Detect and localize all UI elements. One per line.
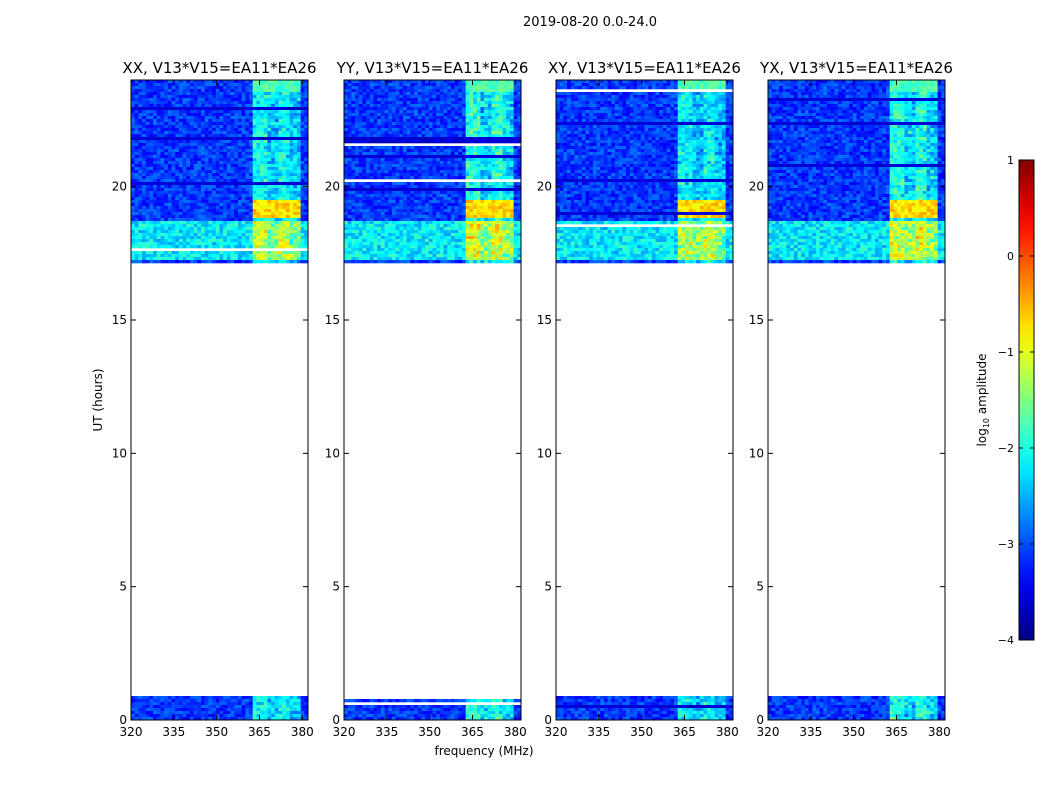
panel-2-heatmap	[556, 80, 733, 720]
panel-0: XX, V13*V15=EA11*EA26 320 335 350 365 380 0 5 10…	[112, 59, 317, 739]
panel-0-y-tick-label: 10	[112, 446, 127, 460]
colorbar-label-main: log	[975, 428, 989, 446]
panel-0-x-tick-label: 380	[291, 725, 314, 739]
panel-2-y-tick-label: 10	[537, 446, 552, 460]
panel-0-y-tick-label: 15	[112, 313, 127, 327]
panels-group: XX, V13*V15=EA11*EA26 320 335 350 365 380 0 5 10…	[112, 59, 953, 739]
panel-1-y-tick-label: 20	[325, 180, 340, 194]
panel-1-y-tick-label: 10	[325, 446, 340, 460]
panel-2-x-tick-label: 365	[673, 725, 696, 739]
panel-1-y-tick-label: 0	[332, 713, 340, 727]
panel-0-x-tick-label: 320	[120, 725, 143, 739]
panel-3-title: YX, V13*V15=EA11*EA26	[759, 59, 953, 77]
panel-3-x-tick-label: 380	[928, 725, 951, 739]
colorbar: 1 0 −1 −2 −3 −4	[998, 154, 1035, 647]
panel-2-frame	[555, 79, 734, 721]
panel-1-y-tick-label: 5	[332, 580, 340, 594]
colorbar-tick-label: −3	[998, 538, 1014, 551]
panel-2-y-tick-label: 5	[544, 580, 552, 594]
colorbar-tick-label: −4	[998, 634, 1014, 647]
panel-1: YY, V13*V15=EA11*EA26 320 335 350 365 380 0 5 10…	[325, 59, 529, 739]
panel-0-x-tick-label: 365	[248, 725, 271, 739]
panel-3-heatmap	[768, 80, 945, 720]
panel-3-y-tick-label: 0	[756, 713, 764, 727]
panel-3-x-tick-label: 320	[757, 725, 780, 739]
panel-1-x-tick-label: 350	[418, 725, 441, 739]
panel-2-x-tick-label: 320	[545, 725, 568, 739]
panel-2-y-tick-label: 0	[544, 713, 552, 727]
panel-3-y-tick-label: 15	[749, 313, 764, 327]
panel-1-title: YY, V13*V15=EA11*EA26	[336, 59, 529, 77]
panel-0-x-tick-label: 350	[205, 725, 228, 739]
panel-3-frame	[767, 79, 946, 721]
panel-1-x-tick-label: 320	[333, 725, 356, 739]
panel-0-heatmap	[131, 80, 308, 720]
panel-0-y-tick-label: 20	[112, 180, 127, 194]
panel-2-y-tick-label: 15	[537, 313, 552, 327]
panel-1-x-tick-label: 380	[504, 725, 527, 739]
panel-3-y-tick-label: 10	[749, 446, 764, 460]
colorbar-gradient	[1018, 159, 1035, 641]
panel-3-y-tick-label: 5	[756, 580, 764, 594]
panel-3-x-tick-label: 350	[842, 725, 865, 739]
colorbar-tick-label: 0	[1007, 250, 1014, 263]
panel-3-x-tick-label: 335	[799, 725, 822, 739]
figure-title: 2019-08-20 0.0-24.0	[523, 15, 657, 30]
panel-1-frame	[343, 79, 522, 721]
panel-0-y-tick-label: 0	[119, 713, 127, 727]
panel-2-x-tick-label: 380	[716, 725, 739, 739]
panel-3-x-tick-label: 365	[885, 725, 908, 739]
panel-1-y-tick-label: 15	[325, 313, 340, 327]
colorbar-tick-label: 1	[1007, 154, 1014, 167]
panel-2-x-tick-label: 335	[587, 725, 610, 739]
panel-3: YX, V13*V15=EA11*EA26 320 335 350 365 380 0 5 10…	[749, 59, 953, 739]
panel-2-title: XY, V13*V15=EA11*EA26	[548, 59, 741, 77]
panel-0-y-tick-label: 5	[119, 580, 127, 594]
colorbar-tick-label: −1	[998, 346, 1014, 359]
panel-1-heatmap	[344, 80, 521, 720]
panel-1-x-tick-label: 365	[461, 725, 484, 739]
colorbar-label-tail: amplitude	[975, 354, 989, 418]
colorbar-tick-label: −2	[998, 442, 1014, 455]
panel-3-y-tick-label: 20	[749, 180, 764, 194]
panel-0-x-tick-label: 335	[162, 725, 185, 739]
colorbar-label-sub: 10	[982, 418, 991, 428]
y-axis-label: UT (hours)	[91, 368, 105, 431]
colorbar-label: log10 amplitude	[975, 354, 991, 447]
panel-0-frame	[130, 79, 309, 721]
panel-0-title: XX, V13*V15=EA11*EA26	[122, 59, 316, 77]
panel-2-y-tick-label: 20	[537, 180, 552, 194]
panel-1-x-tick-label: 335	[375, 725, 398, 739]
panel-2-x-tick-label: 350	[630, 725, 653, 739]
x-axis-label: frequency (MHz)	[434, 744, 533, 758]
panel-2: XY, V13*V15=EA11*EA26 320 335 350 365 380 0 5 10…	[537, 59, 741, 739]
